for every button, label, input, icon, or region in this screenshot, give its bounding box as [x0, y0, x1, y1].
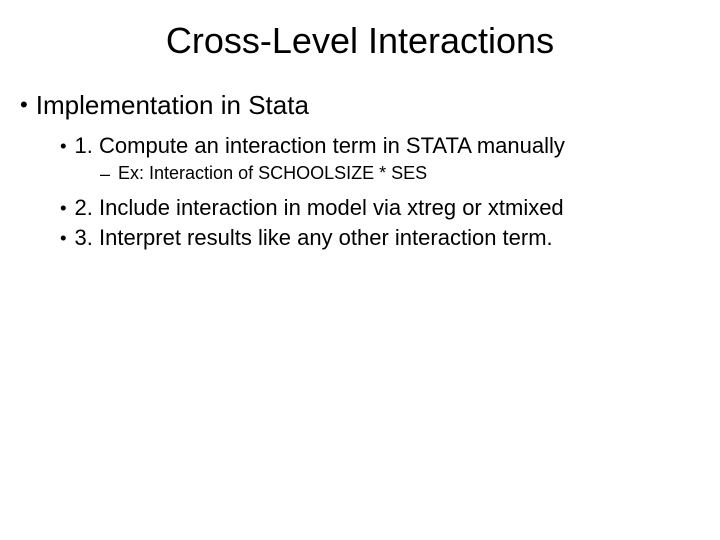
level2-bullet: • 2. Include interaction in model via xt…: [0, 195, 720, 221]
bullet-icon: •: [60, 195, 67, 221]
bullet-icon: •: [60, 133, 67, 159]
level2-text: 3. Interpret results like any other inte…: [75, 225, 553, 251]
dash-icon: –: [100, 163, 110, 186]
level2-text: 2. Include interaction in model via xtre…: [75, 195, 564, 221]
level1-bullet: • Implementation in Stata: [0, 90, 720, 121]
level3-bullet: – Ex: Interaction of SCHOOLSIZE * SES: [0, 163, 720, 186]
level2-text: 1. Compute an interaction term in STATA …: [75, 133, 565, 159]
slide-title: Cross-Level Interactions: [0, 20, 720, 62]
level2-bullet: • 1. Compute an interaction term in STAT…: [0, 133, 720, 159]
level1-text: Implementation in Stata: [36, 90, 309, 121]
bullet-icon: •: [20, 90, 28, 121]
level2-bullet: • 3. Interpret results like any other in…: [0, 225, 720, 251]
bullet-icon: •: [60, 225, 67, 251]
level3-text: Ex: Interaction of SCHOOLSIZE * SES: [118, 163, 427, 184]
